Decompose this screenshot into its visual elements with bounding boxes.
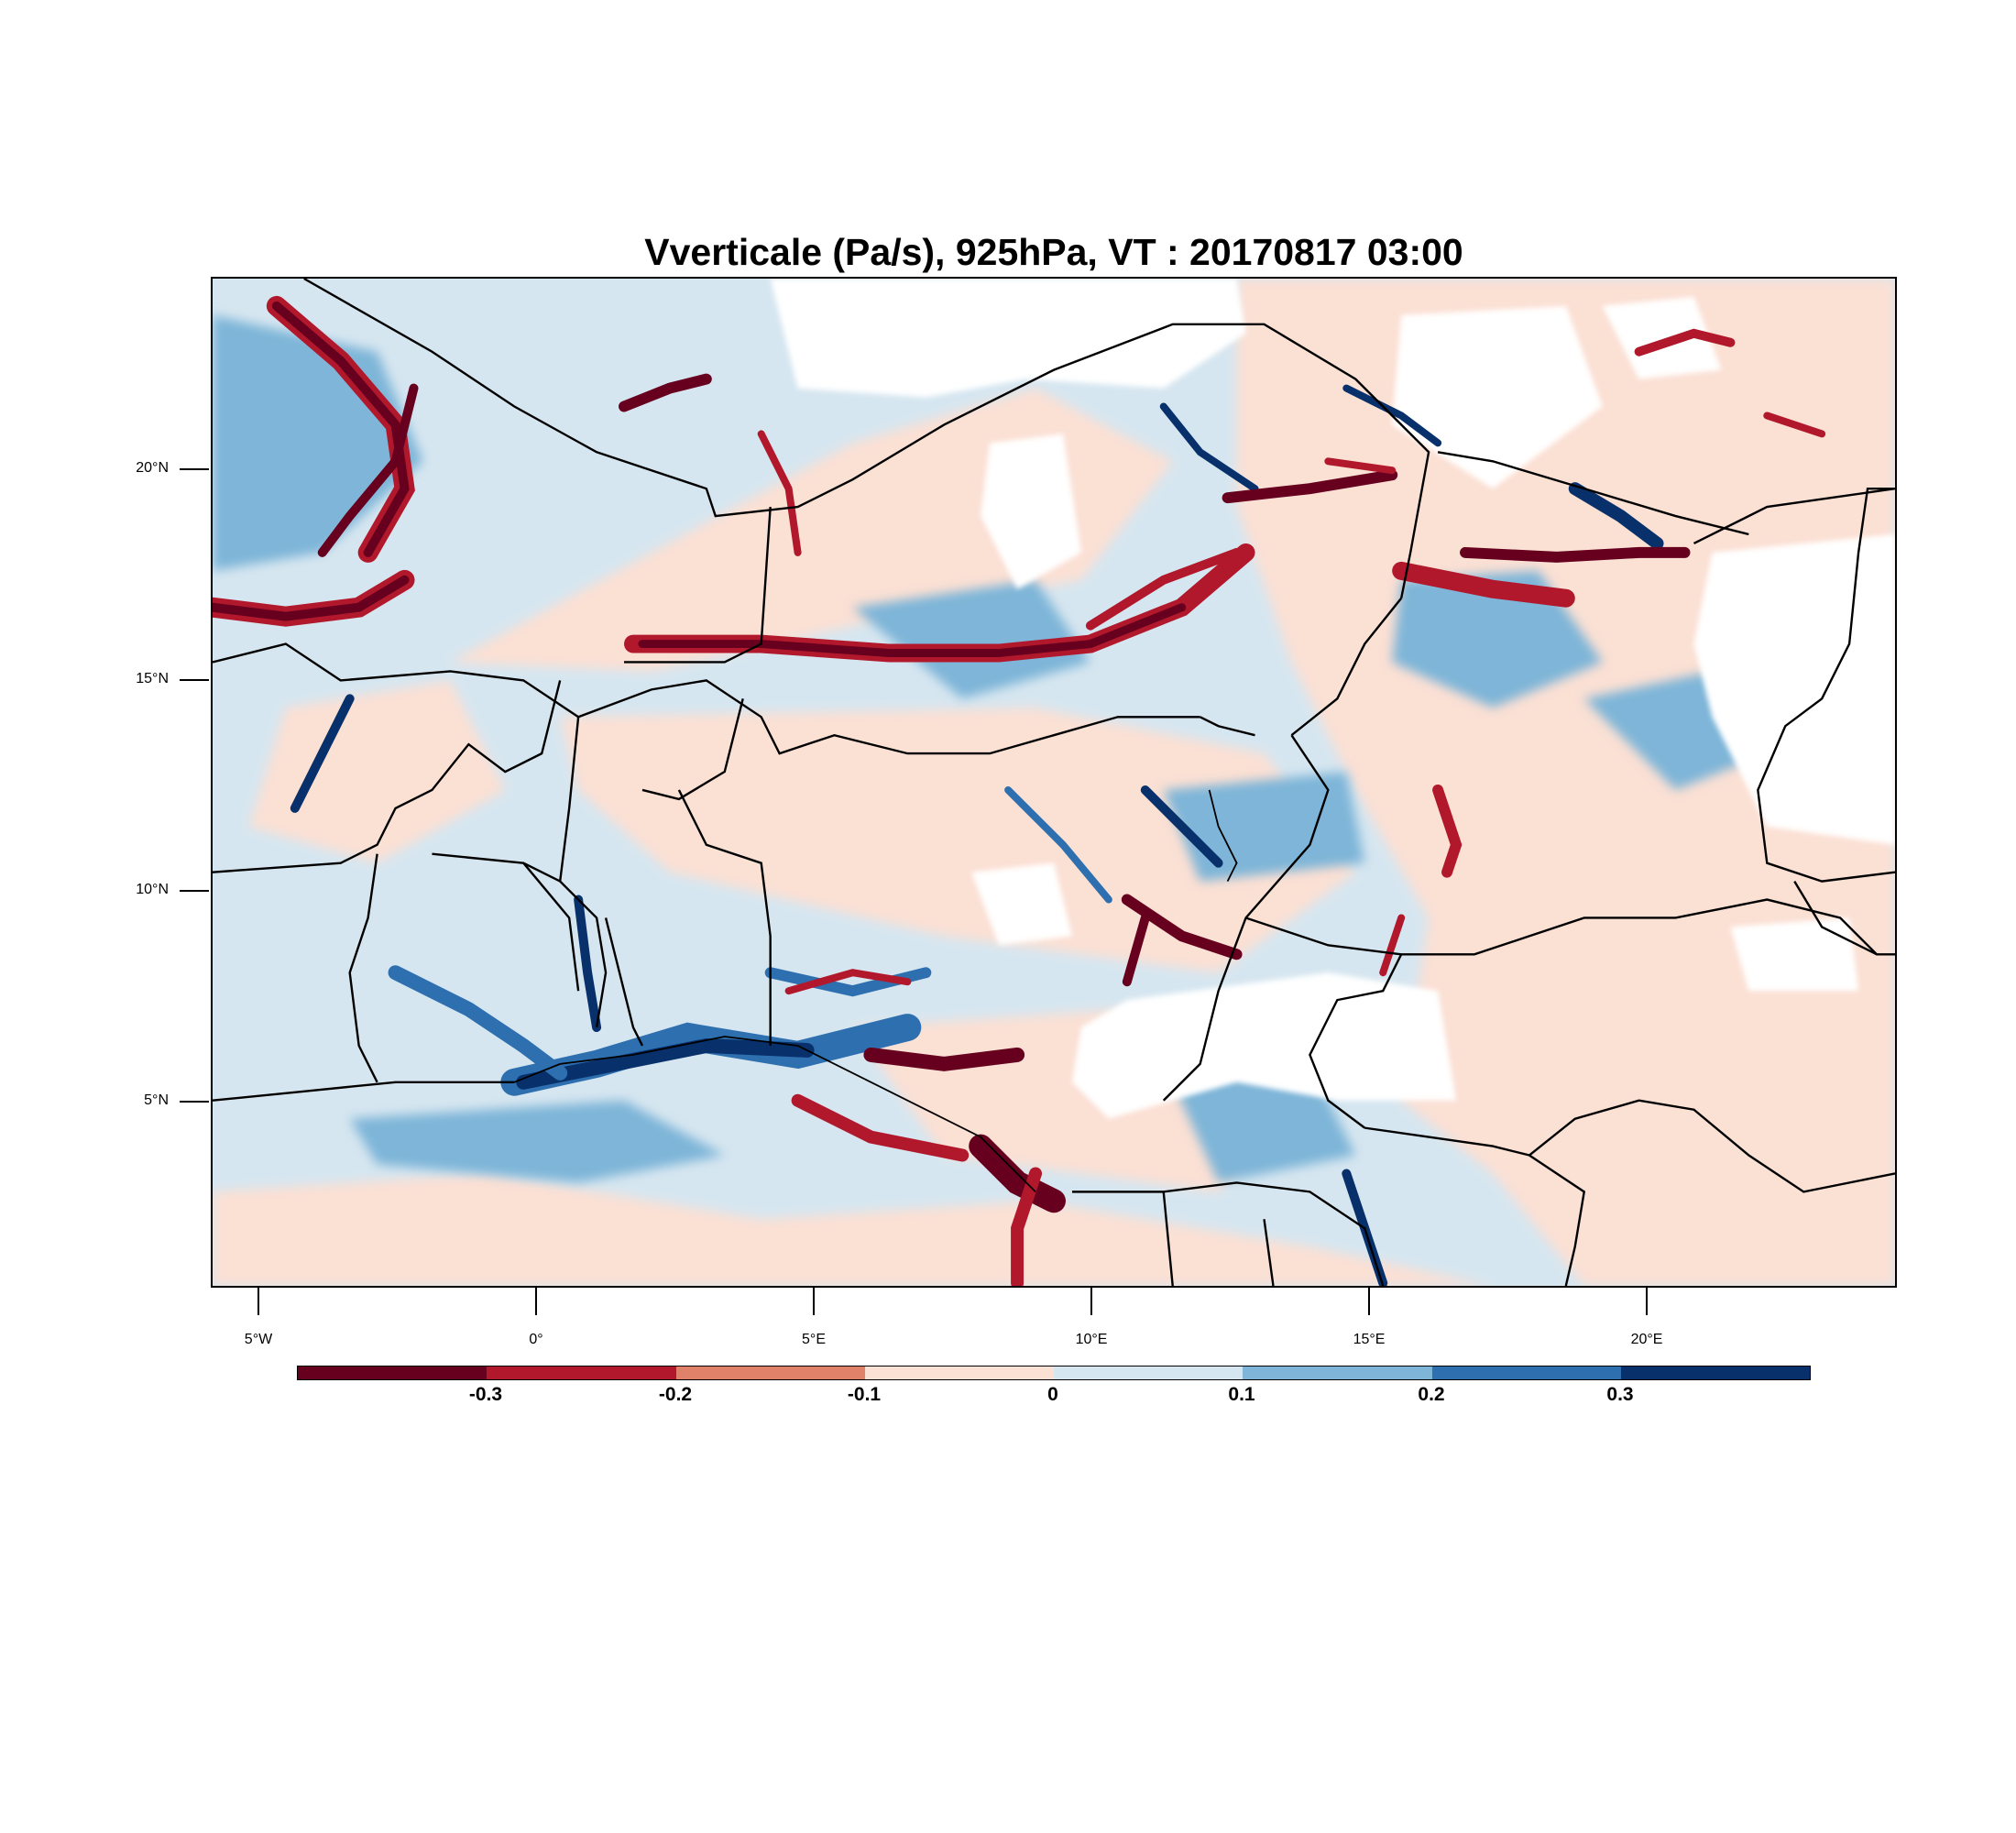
lat-label-20n: 20°N xyxy=(136,460,169,476)
lon-label-15e: 15°E xyxy=(1353,1332,1386,1347)
lon-label-20e: 20°E xyxy=(1630,1332,1663,1347)
colorbar-segment-4 xyxy=(864,1367,1054,1379)
lat-tick-20n xyxy=(180,468,209,470)
lon-tick-5w xyxy=(257,1288,259,1315)
lat-tick-5n xyxy=(180,1101,209,1103)
strong-ascent-bands xyxy=(290,384,1664,1286)
vertical-velocity-field xyxy=(213,279,1895,1286)
colorbar-segment-5 xyxy=(1054,1367,1244,1379)
lon-label-10e: 10°E xyxy=(1075,1332,1108,1347)
colorbar-segment-6 xyxy=(1243,1367,1432,1379)
colorbar-label: -0.3 xyxy=(468,1384,503,1405)
country-borders xyxy=(213,279,1895,1286)
lon-tick-15e xyxy=(1368,1288,1370,1315)
lon-tick-10e xyxy=(1090,1288,1092,1315)
lat-tick-15n xyxy=(180,679,209,681)
lat-tick-10n xyxy=(180,890,209,892)
map-panel xyxy=(211,277,1897,1288)
colorbar-label: 0.3 xyxy=(1606,1384,1634,1405)
colorbar-label: 0 xyxy=(1047,1384,1058,1405)
strong-descent-bands xyxy=(213,295,1826,1286)
lat-label-10n: 10°N xyxy=(136,882,169,897)
colorbar-segment-1 xyxy=(298,1367,488,1379)
colorbar-label: -0.1 xyxy=(847,1384,882,1405)
lon-tick-5e xyxy=(813,1288,815,1315)
map-title: Vverticale (Pa/s), 925hPa, VT : 20170817… xyxy=(644,231,1463,273)
colorbar-segment-8 xyxy=(1620,1367,1810,1379)
colorbar-segment-2 xyxy=(487,1367,676,1379)
missing-data-areas xyxy=(770,279,1895,1119)
lon-label-0: 0° xyxy=(529,1332,543,1347)
lon-tick-20e xyxy=(1646,1288,1648,1315)
lat-label-15n: 15°N xyxy=(136,671,169,686)
colorbar-label: 0.1 xyxy=(1228,1384,1255,1405)
colorbar-label: 0.2 xyxy=(1418,1384,1445,1405)
colorbar-segment-3 xyxy=(675,1367,865,1379)
colorbar xyxy=(297,1366,1811,1380)
colorbar-segment-7 xyxy=(1431,1367,1621,1379)
lon-tick-0 xyxy=(535,1288,537,1315)
lon-label-5w: 5°W xyxy=(244,1332,273,1347)
colorbar-label: -0.2 xyxy=(658,1384,693,1405)
lon-label-5e: 5°E xyxy=(802,1332,826,1347)
lat-label-5n: 5°N xyxy=(144,1092,169,1108)
coastline xyxy=(513,789,1238,1193)
